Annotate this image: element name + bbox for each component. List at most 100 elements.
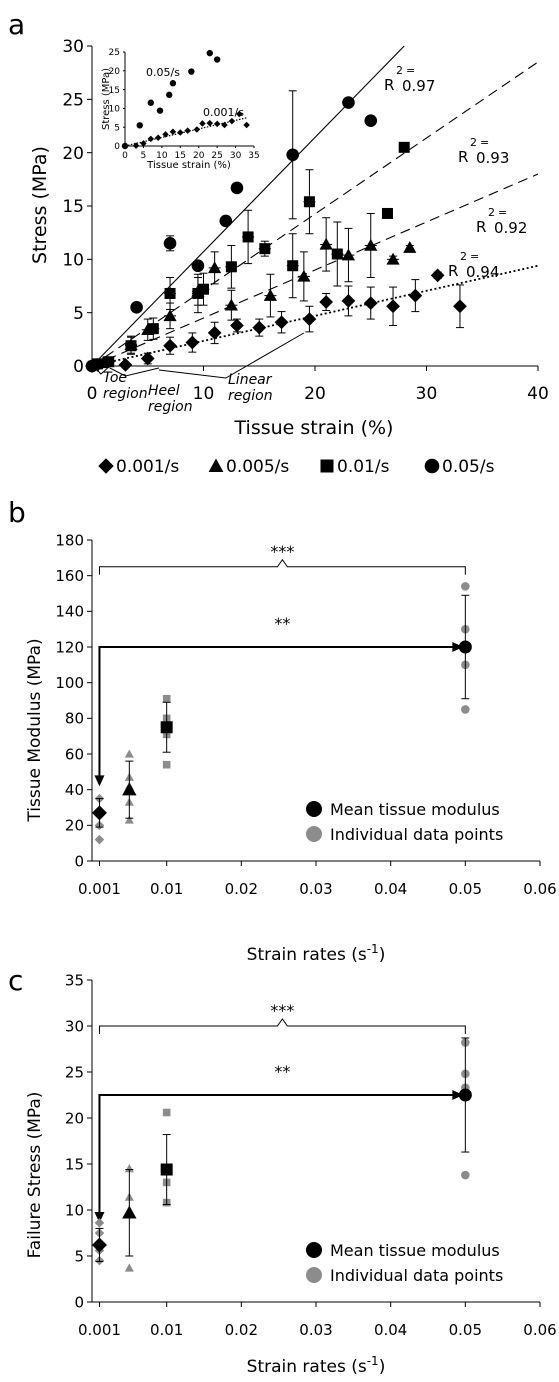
panel-a-y-tick-label: 20: [62, 144, 84, 164]
panel-a-x-tick-label: 20: [304, 384, 326, 404]
data-point-square: [147, 323, 159, 335]
mean-point-circle: [458, 640, 472, 654]
panel-c-y-tick-label: 30: [65, 1017, 84, 1035]
panel-a-x-tick-label: 30: [416, 384, 438, 404]
inset-point-diamond: [162, 131, 169, 138]
significance-arrow-label: **: [274, 614, 290, 633]
region-label-text: Toe: [103, 370, 127, 386]
panel-b-x-tick-label: 0.06: [523, 880, 556, 898]
inset-annotation: 0.001/s: [203, 106, 244, 119]
panel-a-y-tick-label: 5: [73, 304, 84, 324]
linear-bracket: [158, 332, 305, 379]
data-point-diamond: [118, 358, 133, 372]
data-point-square: [398, 141, 410, 153]
inset-y-tick-label: 0: [114, 142, 120, 152]
panel-c-x-tick-label: 0.01: [150, 1321, 183, 1339]
individual-point-triangle: [124, 815, 134, 824]
panel-c-y-tick-label: 5: [74, 1247, 84, 1265]
panel-a-markers: [85, 96, 467, 373]
inset-x-tick-label: 0: [122, 151, 128, 161]
inset-y-tick-label: 5: [114, 123, 120, 133]
data-point-triangle: [319, 237, 333, 250]
legend-label: 0.005/s: [226, 457, 289, 477]
fit-line-dashed-2: [92, 173, 538, 366]
data-point-diamond: [185, 335, 200, 350]
individual-point-square: [162, 1108, 171, 1117]
panel-a-inset: 0 5 10 15 20 25 0 5 10 15 20 25 30 35 0.05/s 0.001/s Tis…: [101, 48, 260, 171]
inset-point-diamond: [121, 142, 129, 150]
data-point-diamond: [302, 312, 317, 326]
legend-label-individual: Individual data points: [330, 825, 503, 844]
significance-brace-label: ***: [270, 1001, 294, 1020]
panel-b-y-axis-label: Tissue Modulus (MPa): [25, 638, 45, 822]
panel-c-x-tick-label: 0.001: [78, 1321, 121, 1339]
legend-marker-individual: [306, 826, 322, 842]
inset-point-diamond: [132, 142, 140, 149]
data-point-square: [259, 243, 271, 255]
data-point-diamond: [453, 299, 467, 314]
data-point-square: [198, 283, 209, 295]
panel-b-x-axis-label: Strain rates (s-1): [247, 942, 386, 965]
inset-y-tick-label: 10: [109, 105, 121, 115]
mean-point-square: [160, 721, 173, 734]
inset-x-tick-label: 35: [248, 151, 259, 161]
panel-a-x-tick-label: 40: [527, 384, 549, 404]
panel-c-x-tick-label: 0.05: [449, 1321, 482, 1339]
panel-b-y-tick-label: 60: [65, 745, 84, 763]
inset-x-tick-label: 25: [211, 151, 222, 161]
data-point-square: [103, 356, 115, 368]
inset-point-diamond: [147, 135, 155, 143]
r2-label-superscript: 2: [488, 206, 495, 219]
r2-label-value: 0.92: [494, 219, 527, 237]
r2-label-superscript: 2: [460, 250, 467, 263]
inset-point-diamond: [140, 140, 147, 147]
data-point-circle: [163, 237, 177, 250]
legend-marker-triangle: [208, 458, 224, 472]
individual-point-circle: [461, 705, 470, 714]
data-point-diamond: [230, 318, 244, 333]
panel-b-x-tick-label: 0.04: [374, 880, 407, 898]
inset-point-diamond: [228, 117, 236, 125]
data-point-triangle: [403, 241, 417, 253]
panel-b-axes: 0 20 40 60 80 100 120 140 160 180 0.001 0.01 0.02 0.0…: [55, 531, 556, 898]
panel-b-x-tick-label: 0.001: [78, 880, 121, 898]
significance-brace: [98, 1018, 466, 1034]
panel-c-y-tick-label: 20: [65, 1109, 84, 1127]
data-point-triangle: [208, 261, 222, 274]
panel-c-x-tick-label: 0.04: [374, 1321, 407, 1339]
r2-label-superscript: 2: [396, 64, 403, 77]
panel-a-x-tick-label: 0: [87, 384, 98, 404]
individual-point-circle: [461, 1170, 470, 1180]
data-point-diamond: [274, 315, 289, 330]
region-label-text: region: [103, 386, 148, 402]
significance-arrow-line: [98, 646, 456, 779]
significance-arrow-head-right: [452, 1090, 464, 1100]
legend-marker-diamond: [98, 458, 114, 474]
legend-label: 0.01/s: [337, 457, 390, 477]
inset-point-circle: [169, 80, 177, 87]
panel-a-y-tick-label: 0: [73, 357, 84, 377]
panel-c-x-tick-label: 0.06: [523, 1321, 556, 1339]
mean-point-square: [160, 1163, 173, 1176]
panel-b-x-tick-label: 0.01: [150, 880, 183, 898]
significance-arrow-head-right: [452, 642, 464, 652]
r2-label-equals: =: [470, 250, 479, 263]
inset-y-tick-label: 15: [109, 86, 120, 96]
inset-point-diamond: [213, 120, 221, 128]
panel-b-y-tick-label: 80: [65, 710, 84, 728]
inset-point-diamond: [206, 119, 214, 127]
data-point-circle: [130, 301, 143, 314]
legend-marker-square: [320, 459, 334, 473]
panel-b-y-tick-label: 0: [74, 852, 84, 870]
mean-point-diamond: [91, 805, 107, 821]
legend-label: 0.05/s: [442, 457, 495, 477]
panel-b-y-tick-label: 100: [55, 674, 84, 692]
individual-point-triangle: [124, 1164, 134, 1173]
panel-b-legend: Mean tissue modulus Individual data point…: [306, 800, 503, 844]
data-point-triangle: [364, 238, 378, 251]
inset-annotation: 0.05/s: [146, 66, 180, 79]
inset-y-axis-label: Stress (MPa): [101, 68, 112, 130]
inset-point-circle: [136, 122, 143, 129]
